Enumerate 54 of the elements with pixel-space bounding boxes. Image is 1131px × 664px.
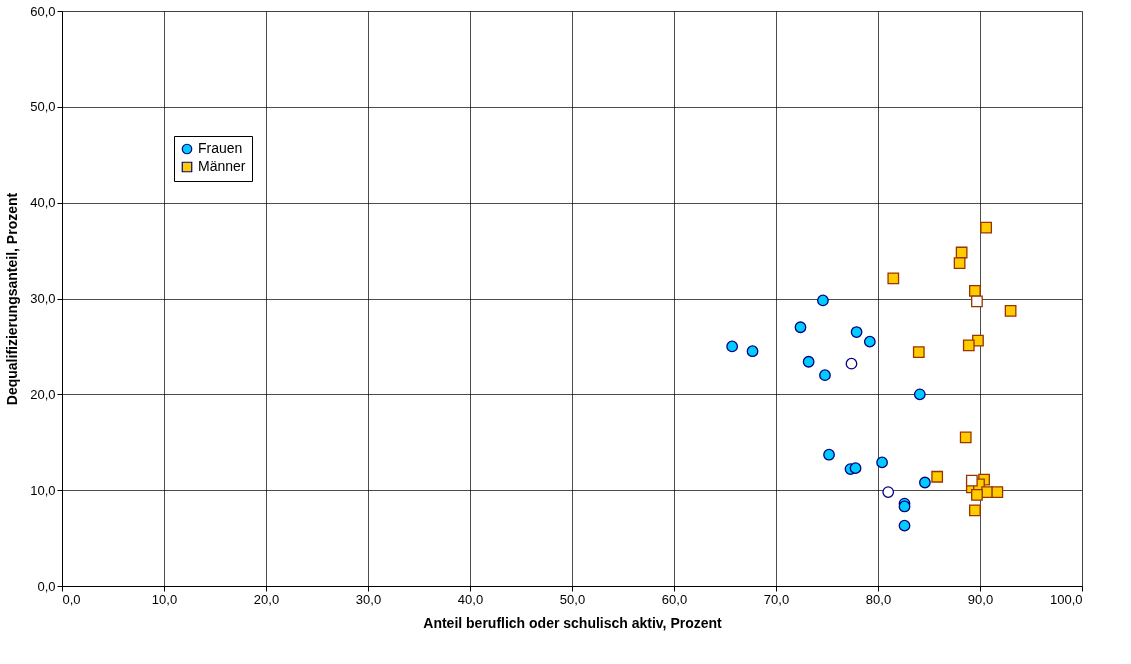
x-tick-label: 60,0 <box>661 591 688 607</box>
y-tick-label: 30,0 <box>30 291 56 306</box>
point <box>991 486 1004 498</box>
legend-label: Frauen <box>198 140 243 156</box>
point <box>971 295 983 308</box>
x-tick-label: 50,0 <box>559 591 586 607</box>
point <box>863 335 876 348</box>
point <box>980 221 993 234</box>
y-tick-label: 0,0 <box>37 578 56 594</box>
point <box>882 486 895 498</box>
point <box>898 519 911 532</box>
point <box>794 321 807 334</box>
point <box>959 431 972 444</box>
point <box>887 272 900 285</box>
y-tick-label: 60,0 <box>30 3 56 19</box>
point <box>955 246 968 259</box>
point <box>953 257 966 269</box>
point <box>802 355 815 368</box>
point <box>849 462 862 475</box>
x-tick-label: 90,0 <box>967 591 994 607</box>
point <box>876 456 888 469</box>
y-tick-label: 10,0 <box>30 482 56 498</box>
y-tick-label: 20,0 <box>30 386 56 402</box>
x-tick-label: 30,0 <box>355 591 382 607</box>
x-tick-label: 10,0 <box>151 591 178 607</box>
legend-label: Männer <box>198 158 246 174</box>
point <box>965 474 978 487</box>
x-tick-label: 0,0 <box>62 591 81 607</box>
y-tick-label: 50,0 <box>30 99 56 115</box>
point <box>819 369 831 382</box>
point <box>913 388 926 401</box>
point <box>971 489 983 501</box>
point <box>823 448 835 461</box>
x-tick-label: 80,0 <box>865 591 892 607</box>
point <box>919 476 931 489</box>
point <box>962 339 975 352</box>
point <box>817 294 829 307</box>
y-axis-title: Dequalifizierungsanteil, Prozent <box>4 192 21 406</box>
point <box>850 326 863 338</box>
point <box>972 334 984 347</box>
point <box>1004 305 1017 317</box>
point <box>912 346 925 359</box>
x-tick-label: 40,0 <box>457 591 484 607</box>
x-tick-label: 70,0 <box>763 591 790 607</box>
point <box>726 340 739 353</box>
x-axis-title: Anteil beruflich oder schulisch aktiv, Prozent <box>423 614 723 631</box>
point <box>969 284 981 297</box>
y-tick-label: 40,0 <box>30 195 56 211</box>
x-tick-label: 20,0 <box>253 591 280 607</box>
x-tick-label: 100,0 <box>1049 591 1083 607</box>
point <box>931 470 944 483</box>
point <box>746 345 759 358</box>
point <box>845 357 858 370</box>
point <box>969 504 981 517</box>
